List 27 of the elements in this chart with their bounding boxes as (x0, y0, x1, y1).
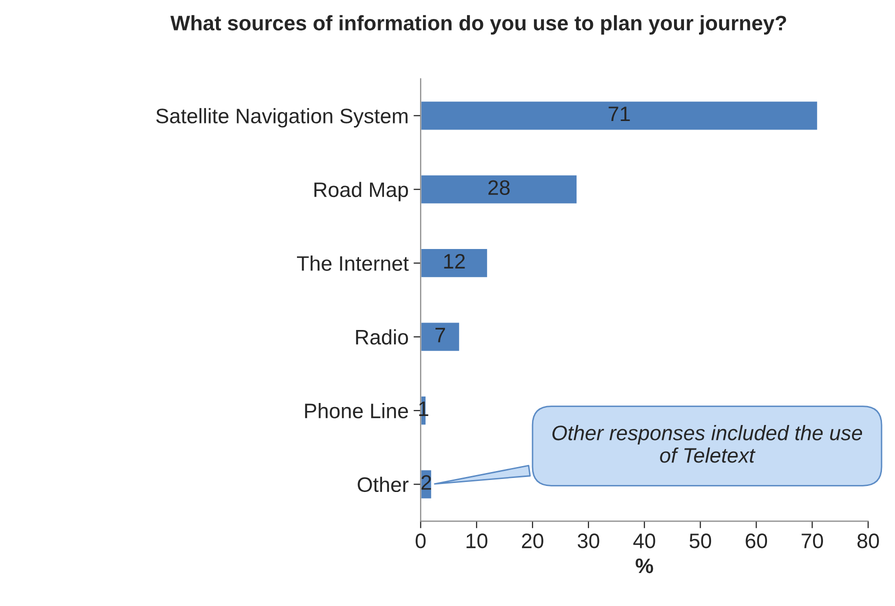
bar (420, 174, 578, 205)
x-tick-label: 60 (746, 534, 768, 548)
y-tick-label: Road Map (314, 182, 408, 202)
x-axis-title: % (636, 558, 654, 574)
y-tick-label: Other (358, 476, 409, 492)
data-label: 7 (436, 328, 445, 342)
bar (420, 321, 460, 352)
data-label: 12 (444, 254, 465, 268)
x-tick-label: 50 (690, 534, 712, 548)
y-tick-label: The Internet (296, 256, 409, 271)
x-tick-label: 70 (802, 534, 823, 548)
data-label: 71 (608, 106, 630, 122)
x-tick-label: 0 (416, 534, 426, 548)
y-tick-label: Phone Line (305, 403, 408, 418)
x-tick-label: 20 (522, 534, 544, 548)
x-tick-label: 30 (578, 534, 600, 548)
x-tick-label: 40 (633, 534, 656, 548)
y-tick-label: Satellite Navigation System (156, 108, 408, 128)
x-tick-label: 80 (857, 534, 879, 548)
data-label: 2 (422, 475, 431, 490)
bar (420, 248, 488, 279)
y-tick-label: Radio (356, 329, 408, 345)
chart-title: What sources of information do you use to plan your journey? (170, 15, 786, 35)
bar (420, 100, 818, 132)
annotation: Other responses included the use of Teletext (552, 425, 862, 463)
data-label: 28 (488, 180, 510, 195)
x-tick-label: 10 (466, 534, 488, 548)
